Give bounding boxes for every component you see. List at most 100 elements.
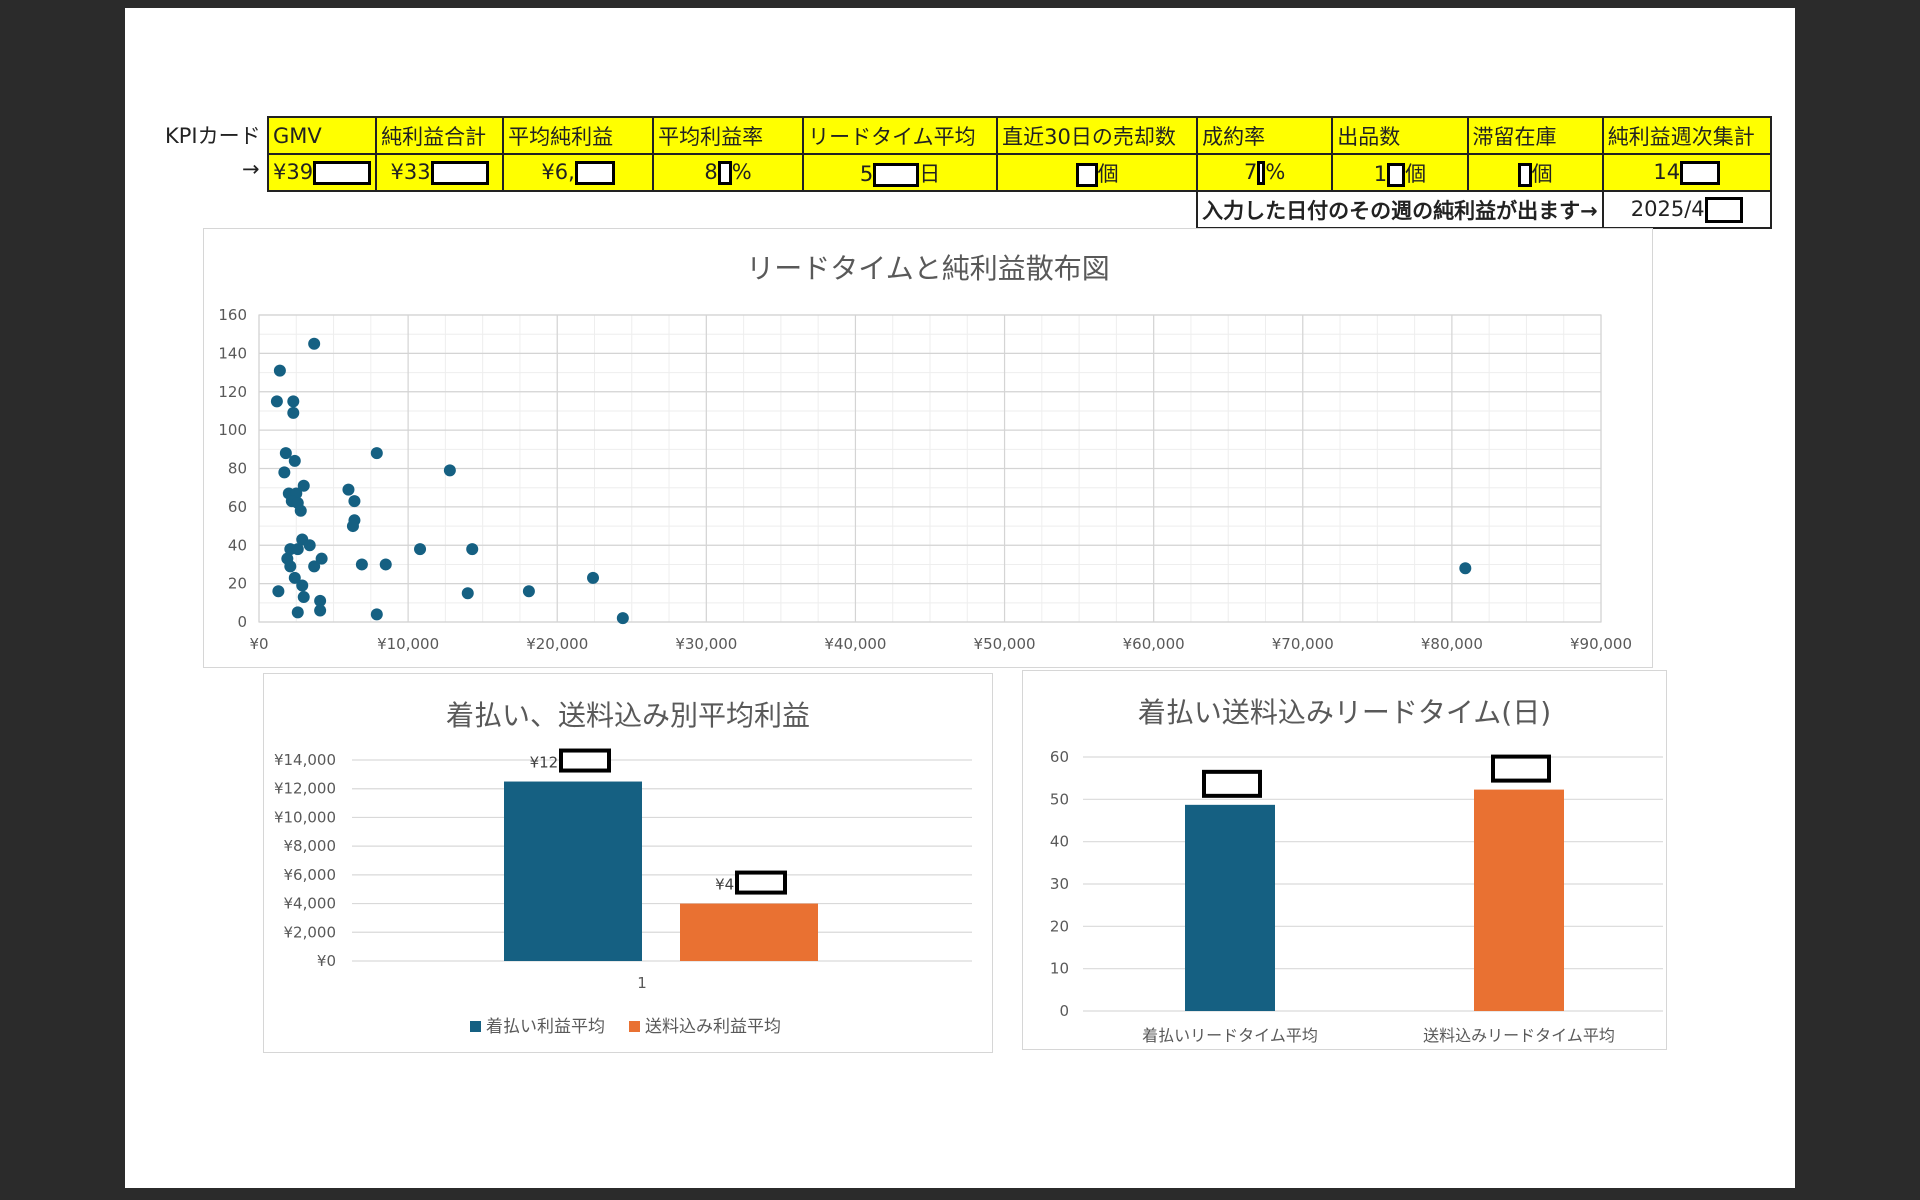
scatter-plot: ¥0 ¥10,000 ¥20,000 ¥30,000 ¥40,000 ¥50,000 ¥60… <box>218 306 1632 653</box>
scatter-chart-panel[interactable]: リードタイムと純利益散布図 ¥0 ¥10,000 ¥20,000 ¥30,000 ¥40… <box>203 228 1653 668</box>
scatter-point <box>308 560 321 573</box>
scatter-point <box>287 406 300 419</box>
y-tick-label: 40 <box>1050 833 1069 851</box>
leadtime-bar <box>1474 789 1564 1011</box>
scatter-point <box>379 558 392 571</box>
y-tick-label: ¥0 <box>317 952 336 970</box>
scatter-point <box>355 558 368 571</box>
y-tick-label: 40 <box>228 536 247 554</box>
scatter-point <box>414 543 427 556</box>
scatter-point <box>461 587 474 600</box>
scatter-point <box>288 571 301 584</box>
kpi-table: GMV 純利益合計 平均純利益 平均利益率 リードタイム平均 直近30日の売却数 成約率 出品… <box>266 116 1772 229</box>
scatter-point <box>273 364 286 377</box>
y-tick-label: ¥10,000 <box>274 808 336 826</box>
kpi-header-3: 平均利益率 <box>652 116 805 155</box>
redaction-box <box>873 162 920 187</box>
scatter-point <box>315 552 328 565</box>
profit-bar <box>680 903 818 961</box>
scatter-point <box>522 585 535 598</box>
kpi-header-1: 純利益合計 <box>375 116 505 155</box>
kpi-header-8: 滞留在庫 <box>1466 116 1604 155</box>
legend-item-shipping-included: 送料込み利益平均 <box>629 1012 781 1037</box>
kpi-value-2: ¥6, <box>502 153 655 192</box>
scatter-point <box>278 466 291 479</box>
y-tick-label: ¥4,000 <box>284 895 337 913</box>
y-tick-label: 20 <box>1050 917 1069 935</box>
scatter-point <box>270 395 283 408</box>
y-tick-label: 100 <box>218 421 247 439</box>
redaction-box <box>1202 769 1262 798</box>
leadtime-bar-chart-panel[interactable]: 着払い送料込みリードタイム(日) 0 10 20 30 40 50 60 着払いリードタイム平… <box>1022 670 1667 1050</box>
scatter-point <box>346 520 359 533</box>
x-category-label: 送料込みリードタイム平均 <box>1423 1026 1615 1045</box>
y-tick-label: 80 <box>228 460 247 478</box>
y-tick-label: ¥2,000 <box>284 923 337 941</box>
kpi-value-9: 14 <box>1601 153 1772 192</box>
kpi-value-3: 8% <box>652 153 805 192</box>
y-tick-label: 0 <box>237 613 247 631</box>
kpi-header-0: GMV <box>266 116 378 155</box>
x-tick-label: ¥20,000 <box>526 635 588 653</box>
kpi-value-5: 個 <box>996 153 1199 192</box>
kpi-arrow: → <box>242 157 260 181</box>
profit-bar-plot: ¥0 ¥2,000 ¥4,000 ¥6,000 ¥8,000 ¥10,000 ¥12,000… <box>274 748 972 992</box>
legend-item-cod: 着払い利益平均 <box>470 1012 605 1037</box>
x-tick-label: ¥10,000 <box>377 635 439 653</box>
weekly-date-input[interactable]: 2025/4 <box>1601 190 1772 229</box>
y-tick-label: 20 <box>228 575 247 593</box>
redaction-box <box>313 161 372 185</box>
y-tick-label: ¥12,000 <box>274 780 336 798</box>
kpi-value-6: 7% <box>1196 153 1334 192</box>
redaction-box <box>1491 754 1551 783</box>
profit-bar-chart-title: 着払い、送料込み別平均利益 <box>445 699 810 732</box>
leadtime-bar-chart-title: 着払い送料込みリードタイム(日) <box>1137 696 1552 729</box>
y-tick-label: 140 <box>218 344 247 362</box>
scatter-point <box>314 594 327 607</box>
kpi-card-label: KPIカード <box>165 124 261 148</box>
scatter-point <box>314 604 327 617</box>
profit-bar-chart-panel[interactable]: 着払い、送料込み別平均利益 ¥0 ¥2,000 ¥4,000 ¥6,000 ¥8,000… <box>263 673 993 1053</box>
redaction-box <box>717 161 732 185</box>
x-tick-label: ¥50,000 <box>974 635 1036 653</box>
scatter-point <box>284 560 297 573</box>
redaction-box <box>1257 161 1266 185</box>
y-tick-label: 30 <box>1050 875 1069 893</box>
y-tick-label: ¥8,000 <box>284 837 337 855</box>
y-tick-label: 60 <box>228 498 247 516</box>
profit-legend: 着払い利益平均 送料込み利益平均 <box>470 1012 781 1037</box>
redaction-box <box>430 161 489 185</box>
redaction-box <box>1387 162 1406 187</box>
bar-data-label: ¥4, <box>715 876 739 894</box>
redaction-box <box>559 748 611 773</box>
scatter-point <box>291 606 304 619</box>
leadtime-bar <box>1185 804 1275 1011</box>
y-tick-label: ¥14,000 <box>274 751 336 769</box>
y-tick-label: 160 <box>218 306 247 324</box>
y-tick-label: 0 <box>1059 1002 1069 1020</box>
scatter-point <box>616 612 629 625</box>
scatter-point <box>287 395 300 408</box>
scatter-point <box>291 543 304 556</box>
scatter-point <box>587 571 600 584</box>
redaction-box <box>1680 161 1721 185</box>
x-tick-label: ¥30,000 <box>675 635 737 653</box>
kpi-value-1: ¥33 <box>375 153 505 192</box>
y-tick-label: ¥6,000 <box>284 866 337 884</box>
scatter-point <box>370 608 383 621</box>
scatter-point <box>294 504 307 517</box>
kpi-header-2: 平均純利益 <box>502 116 655 155</box>
kpi-header-6: 成約率 <box>1196 116 1334 155</box>
bar-data-label: ¥12, <box>530 754 563 772</box>
x-tick-label: ¥60,000 <box>1123 635 1185 653</box>
x-tick-label: ¥40,000 <box>824 635 886 653</box>
y-tick-label: 50 <box>1050 790 1069 808</box>
scatter-point <box>296 579 309 592</box>
scatter-chart-title: リードタイムと純利益散布図 <box>746 252 1110 285</box>
x-tick-label: ¥0 <box>249 635 268 653</box>
y-tick-label: 10 <box>1050 960 1069 978</box>
scatter-point <box>370 447 383 460</box>
scatter-point <box>466 543 479 556</box>
